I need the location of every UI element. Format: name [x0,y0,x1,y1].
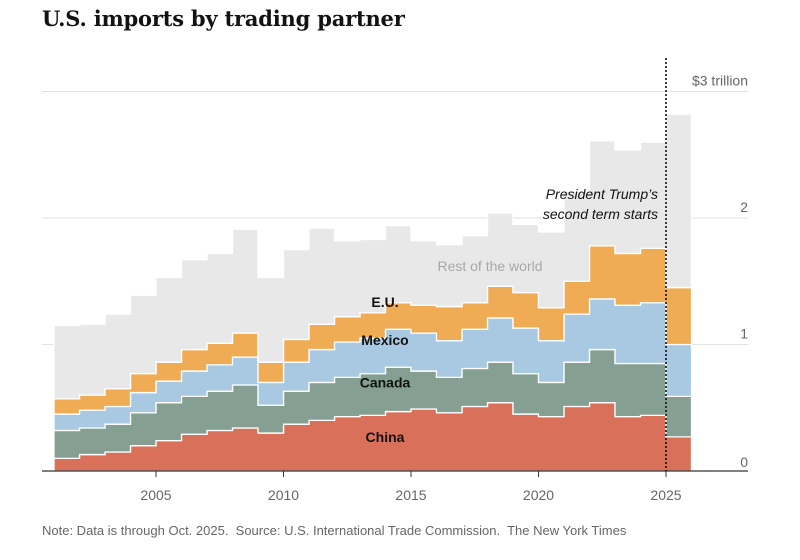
series-areas [53,113,693,472]
x-tick-label-2025: 2025 [650,487,681,503]
chart-title: U.S. imports by trading partner [42,6,405,31]
y-axis-ticks: 0 1 2 $3 trillion [692,73,748,471]
annotation-text-line-2: second term starts [543,206,658,222]
series-label-rest-of-the-world: Rest of the world [437,258,542,274]
series-label-canada: Canada [360,374,411,390]
series-label-china: China [366,429,405,445]
x-tick-label-2015: 2015 [395,487,426,503]
annotation: President Trump’s second term starts [543,58,667,471]
stacked-area-chart: 2005 2010 2015 2020 2025 0 1 2 $3 trillion Chin… [42,58,748,503]
x-tick-label-2005: 2005 [140,487,171,503]
series-labels: China Canada Mexico E.U. Rest of the world [360,258,543,445]
annotation-text-line-1: President Trump’s [546,186,658,202]
y-tick-label-2: 2 [740,199,748,215]
x-axis-ticks: 2005 2010 2015 2020 2025 [140,471,682,503]
series-label-mexico: Mexico [361,332,408,348]
x-tick-label-2020: 2020 [523,487,554,503]
series-area-rest-of-the-world [53,113,693,400]
y-tick-label-0: 0 [740,454,748,470]
y-tick-label-1: 1 [740,326,748,342]
y-tick-label-3: $3 trillion [692,73,748,89]
source-note: Note: Data is through Oct. 2025. Source:… [42,523,627,538]
series-label-e-u: E.U. [371,294,398,310]
x-tick-label-2010: 2010 [268,487,299,503]
